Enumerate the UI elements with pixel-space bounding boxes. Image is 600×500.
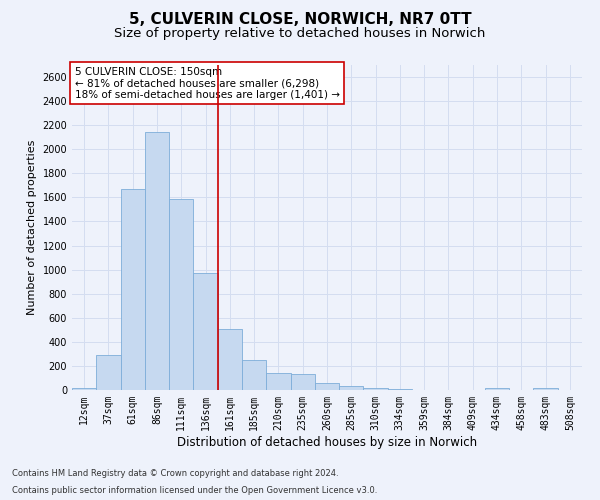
Bar — [169, 198, 193, 390]
Bar — [290, 374, 315, 390]
Bar — [145, 132, 169, 390]
Y-axis label: Number of detached properties: Number of detached properties — [27, 140, 37, 315]
Bar — [315, 383, 339, 390]
Bar — [339, 386, 364, 390]
Bar — [266, 372, 290, 390]
X-axis label: Distribution of detached houses by size in Norwich: Distribution of detached houses by size … — [177, 436, 477, 448]
Bar — [242, 360, 266, 390]
Bar — [193, 273, 218, 390]
Text: Size of property relative to detached houses in Norwich: Size of property relative to detached ho… — [115, 28, 485, 40]
Bar — [485, 388, 509, 390]
Bar — [72, 388, 96, 390]
Bar — [388, 389, 412, 390]
Text: 5, CULVERIN CLOSE, NORWICH, NR7 0TT: 5, CULVERIN CLOSE, NORWICH, NR7 0TT — [128, 12, 472, 28]
Bar — [364, 388, 388, 390]
Bar — [121, 189, 145, 390]
Bar — [533, 388, 558, 390]
Text: Contains public sector information licensed under the Open Government Licence v3: Contains public sector information licen… — [12, 486, 377, 495]
Text: 5 CULVERIN CLOSE: 150sqm
← 81% of detached houses are smaller (6,298)
18% of sem: 5 CULVERIN CLOSE: 150sqm ← 81% of detach… — [74, 66, 340, 100]
Bar — [96, 355, 121, 390]
Bar — [218, 328, 242, 390]
Text: Contains HM Land Registry data © Crown copyright and database right 2024.: Contains HM Land Registry data © Crown c… — [12, 468, 338, 477]
